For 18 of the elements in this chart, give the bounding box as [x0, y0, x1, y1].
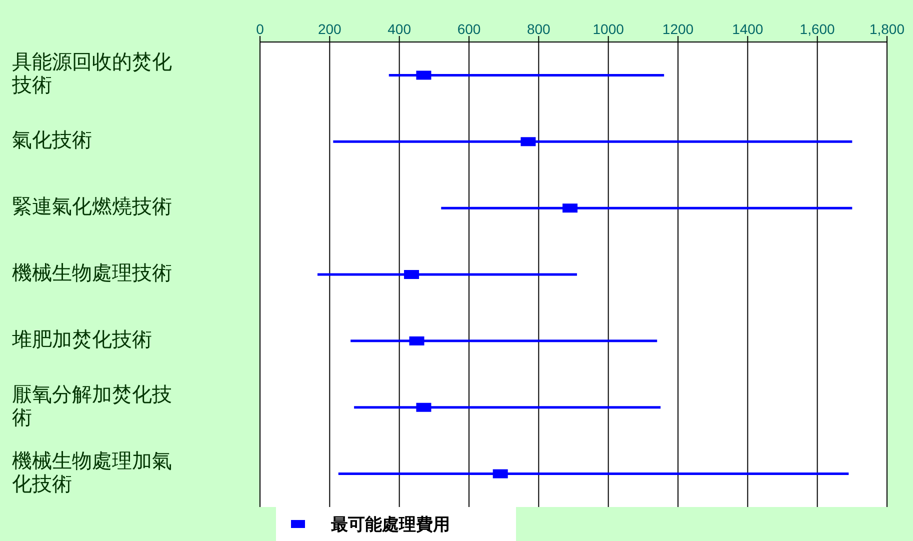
- y-tick-label: 機械生物處理加氣化技術: [12, 448, 172, 496]
- y-tick-label: 厭氧分解加焚化技術: [12, 382, 172, 430]
- legend-label: 最可能處理費用: [331, 514, 450, 536]
- y-tick-label: 堆肥加焚化技術: [11, 327, 152, 352]
- y-tick-label: 緊連氣化燃燒技術: [12, 194, 172, 219]
- x-tick-label: 400: [388, 21, 412, 37]
- y-tick-label: 氣化技術: [12, 128, 92, 152]
- x-tick-label: 600: [457, 21, 481, 37]
- x-tick-label: 1,600: [800, 21, 836, 37]
- x-tick-label: 200: [318, 21, 342, 37]
- x-tick-label: 1000: [592, 21, 624, 37]
- x-tick-label: 1400: [732, 21, 764, 37]
- y-tick-label: 機械生物處理技術: [12, 260, 172, 285]
- x-tick-label: 800: [526, 21, 551, 37]
- x-tick-label: 1200: [662, 21, 694, 37]
- x-tick-label: 0: [256, 21, 264, 37]
- y-tick-label: 具能源回收的焚化技術: [11, 50, 172, 98]
- x-tick-label: 1,800: [869, 21, 905, 37]
